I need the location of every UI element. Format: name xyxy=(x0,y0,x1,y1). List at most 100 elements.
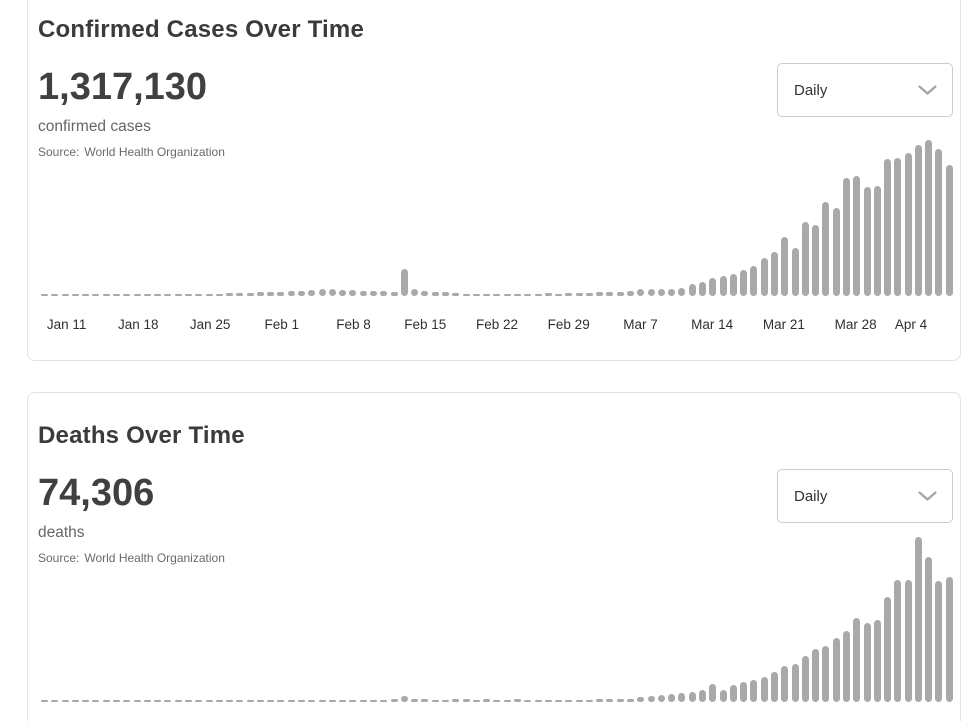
bar[interactable] xyxy=(873,619,881,702)
bar[interactable] xyxy=(740,681,748,702)
bar[interactable] xyxy=(215,294,223,296)
bar[interactable] xyxy=(112,294,120,296)
bar[interactable] xyxy=(647,696,655,702)
bar[interactable] xyxy=(503,294,511,296)
bar[interactable] xyxy=(513,698,521,702)
bar[interactable] xyxy=(729,684,737,702)
bar[interactable] xyxy=(699,689,706,702)
bar[interactable] xyxy=(400,696,408,702)
bar[interactable] xyxy=(678,692,686,702)
bar[interactable] xyxy=(349,289,357,296)
bar[interactable] xyxy=(256,292,264,296)
bar[interactable] xyxy=(452,292,460,296)
bar[interactable] xyxy=(534,700,542,702)
bar[interactable] xyxy=(61,294,69,296)
bar[interactable] xyxy=(318,700,326,702)
bar[interactable] xyxy=(801,656,809,702)
bar[interactable] xyxy=(853,176,861,296)
bar[interactable] xyxy=(812,649,820,702)
period-dropdown[interactable]: Daily xyxy=(777,469,953,523)
bar[interactable] xyxy=(462,294,470,296)
bar[interactable] xyxy=(565,292,573,296)
bar[interactable] xyxy=(174,294,182,296)
bar[interactable] xyxy=(51,700,59,702)
bar[interactable] xyxy=(770,252,778,296)
bar[interactable] xyxy=(945,577,953,702)
bar[interactable] xyxy=(493,699,501,702)
bar[interactable] xyxy=(853,617,861,702)
bar[interactable] xyxy=(328,289,336,296)
bar[interactable] xyxy=(534,293,542,296)
bar[interactable] xyxy=(154,700,162,702)
bar[interactable] xyxy=(205,294,213,296)
bar[interactable] xyxy=(441,699,449,702)
bar[interactable] xyxy=(164,700,172,702)
bar[interactable] xyxy=(596,699,604,702)
bar[interactable] xyxy=(82,294,90,296)
bar[interactable] xyxy=(822,646,830,702)
bar[interactable] xyxy=(544,700,552,702)
bar[interactable] xyxy=(472,699,480,702)
bar[interactable] xyxy=(627,290,635,296)
bar[interactable] xyxy=(349,700,357,702)
bar[interactable] xyxy=(627,698,635,702)
bar[interactable] xyxy=(606,291,614,296)
bar[interactable] xyxy=(102,294,110,296)
bar[interactable] xyxy=(133,294,141,296)
bar[interactable] xyxy=(236,293,244,296)
bar[interactable] xyxy=(863,622,871,702)
bar[interactable] xyxy=(637,289,645,296)
bar[interactable] xyxy=(637,696,645,702)
bar[interactable] xyxy=(195,700,203,702)
bar[interactable] xyxy=(688,691,696,702)
bar[interactable] xyxy=(832,208,840,296)
bar[interactable] xyxy=(195,294,203,296)
bar[interactable] xyxy=(380,291,388,296)
bar[interactable] xyxy=(616,699,624,702)
bar[interactable] xyxy=(524,700,532,702)
bar[interactable] xyxy=(575,699,583,702)
bar[interactable] xyxy=(370,290,377,296)
bar[interactable] xyxy=(370,699,377,702)
bar[interactable] xyxy=(164,294,172,296)
bar[interactable] xyxy=(61,700,69,702)
bar[interactable] xyxy=(431,699,439,702)
bar[interactable] xyxy=(483,699,491,702)
bar[interactable] xyxy=(842,631,850,702)
bar[interactable] xyxy=(719,276,727,296)
bar[interactable] xyxy=(462,699,470,702)
bar[interactable] xyxy=(267,292,275,296)
bar[interactable] xyxy=(791,248,799,296)
bar[interactable] xyxy=(431,292,439,296)
bar[interactable] xyxy=(411,288,419,296)
bar[interactable] xyxy=(904,152,912,296)
bar[interactable] xyxy=(82,700,90,702)
bar[interactable] xyxy=(925,139,933,296)
bar[interactable] xyxy=(400,268,408,296)
bar[interactable] xyxy=(873,186,881,296)
bar[interactable] xyxy=(236,700,244,702)
bar[interactable] xyxy=(143,294,151,296)
bar[interactable] xyxy=(503,699,511,702)
bar[interactable] xyxy=(575,292,583,296)
bar[interactable] xyxy=(421,698,429,702)
bar[interactable] xyxy=(688,283,696,296)
bar[interactable] xyxy=(339,700,347,702)
bar[interactable] xyxy=(92,294,100,296)
bar[interactable] xyxy=(822,202,830,296)
bar[interactable] xyxy=(318,288,326,296)
bar[interactable] xyxy=(41,700,48,702)
bar[interactable] xyxy=(298,700,306,702)
period-dropdown[interactable]: Daily xyxy=(777,63,953,117)
bar[interactable] xyxy=(277,700,285,702)
bar[interactable] xyxy=(750,265,758,296)
bar[interactable] xyxy=(143,700,151,702)
bar[interactable] xyxy=(781,666,789,702)
bar[interactable] xyxy=(709,278,717,296)
bar[interactable] xyxy=(935,148,943,296)
bar[interactable] xyxy=(328,700,336,702)
bar[interactable] xyxy=(205,700,213,702)
bar[interactable] xyxy=(668,288,676,296)
bar[interactable] xyxy=(760,676,768,702)
bar[interactable] xyxy=(832,638,840,702)
